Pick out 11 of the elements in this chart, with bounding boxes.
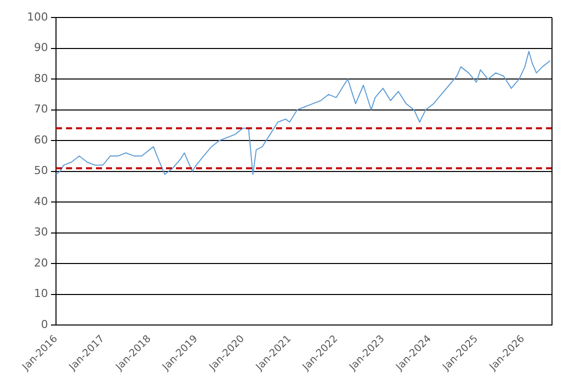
y-tick-label: 40	[34, 194, 48, 208]
y-tick-label: 70	[34, 102, 48, 116]
y-tick-label: 90	[34, 41, 48, 54]
y-tick-label: 10	[34, 287, 48, 300]
y-tick-label: 60	[34, 133, 48, 146]
y-tick-label: 50	[34, 164, 48, 178]
y-tick-label: 0	[40, 318, 48, 331]
y-tick-label: 20	[34, 256, 48, 270]
y-tick-label: 30	[34, 226, 48, 239]
y-tick-label: 80	[34, 72, 48, 85]
y-tick-label: 100	[26, 10, 48, 24]
